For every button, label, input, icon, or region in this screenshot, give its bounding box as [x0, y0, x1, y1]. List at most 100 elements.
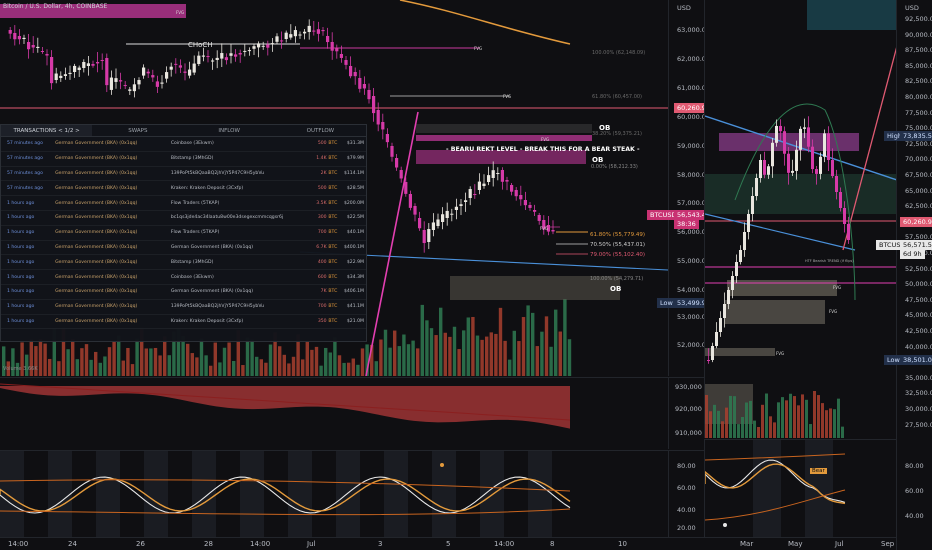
right-axis-tick: 80,000.00	[905, 93, 932, 101]
volume-bar	[144, 348, 148, 376]
tx-value: 400	[317, 259, 327, 265]
session-band	[528, 451, 552, 538]
candle-body	[349, 66, 353, 77]
candle-body	[146, 71, 150, 74]
candle-body	[819, 156, 822, 174]
volume-bar	[236, 330, 240, 376]
table-row[interactable]: 1 hours ago German Government (BKA) (0x1q…	[1, 285, 366, 300]
table-row[interactable]: 1 hours ago German Government (BKA) (0x1q…	[1, 211, 366, 226]
right-axis-title: USD	[905, 4, 919, 12]
session-band	[336, 451, 360, 538]
volume-bar	[140, 327, 144, 376]
candle-body	[132, 84, 136, 92]
tab-swaps[interactable]: SWAPS	[128, 127, 148, 134]
table-row[interactable]: 1 hours ago German Government (BKA) (0x1q…	[1, 255, 366, 271]
candle-body	[751, 196, 754, 214]
volume-bar	[158, 355, 162, 376]
right-axis-tick: 82,500.00	[905, 77, 932, 86]
tx-value: 6.7K	[316, 244, 327, 250]
signal-dot	[440, 463, 444, 467]
bear-zone	[416, 150, 586, 164]
tx-token: BTC	[328, 289, 338, 295]
candle-body	[96, 62, 100, 64]
tx-value: 300	[317, 215, 327, 221]
candle-body	[50, 57, 54, 84]
left-indicator-pane[interactable]	[0, 377, 668, 449]
fib-level-0: 100.00% (62,148.09)	[592, 50, 646, 56]
volume-bar	[172, 331, 176, 376]
volume-bar	[789, 393, 792, 438]
oscillator-band-line	[0, 479, 571, 492]
volume-bar	[535, 346, 539, 376]
candle-body	[418, 218, 422, 229]
volume-bar	[540, 331, 544, 376]
right-time-axis[interactable]: Mar May Jul Sep	[704, 537, 896, 550]
volume-bar	[512, 330, 516, 376]
right-axis-tick: 77,500.00	[905, 108, 932, 117]
tx-to: Bitstamp (3MhGD)	[170, 259, 214, 265]
table-row[interactable]: 57 minutes ago German Government (BKA) (0…	[1, 152, 366, 167]
volume-bar	[829, 408, 832, 438]
volume-bar	[11, 348, 15, 376]
volume-bar	[149, 348, 153, 376]
tx-to: Kraken: Kraken Deposit (3Cxfp)	[170, 185, 244, 191]
tx-usd: $31.3M	[346, 141, 364, 147]
fvg-label-2: FVG	[474, 46, 483, 51]
tx-to: 139PoPt5kBQaaBQ2jhVjY5P47C9H5ybVu	[170, 304, 265, 310]
candle-body	[771, 142, 774, 167]
tx-to: 139PoPt5kBQaaBQ2jhVjY5P47C9H5ybVu	[170, 170, 265, 176]
tx-time: 57 minutes ago	[7, 170, 43, 176]
candle-body	[362, 84, 366, 89]
table-row[interactable]: 1 hours ago German Government (BKA) (0x1q…	[1, 226, 366, 241]
tx-usd: $28.5M	[346, 185, 364, 191]
table-row[interactable]: 1 hours ago German Government (BKA) (0x1q…	[1, 241, 366, 256]
candle-body	[487, 175, 491, 182]
tx-from: German Government (BKA) (0x1qq)	[55, 185, 138, 191]
right-price-axis[interactable]: USD 92,500.00 90,000.00 87,500.00 85,000.00…	[896, 0, 932, 550]
table-row[interactable]: 1 hours ago German Government (BKA) (0x1q…	[1, 300, 366, 315]
table-row[interactable]: 1 hours ago German Government (BKA) (0x1q…	[1, 270, 366, 285]
tab-outflow[interactable]: OUTFLOW	[306, 127, 335, 134]
tx-value: 2K	[320, 170, 327, 176]
candle-body	[293, 30, 297, 37]
volume-bar	[825, 410, 828, 438]
right-osc-tick: 60.00	[905, 487, 924, 495]
table-row[interactable]: 57 minutes ago German Government (BKA) (0…	[1, 181, 366, 197]
candle-body	[803, 127, 806, 129]
right-oscillator-pane[interactable]: Bear	[704, 439, 896, 538]
tab-transactions[interactable]: TRANSACTIONS < 1/2 >	[1, 125, 93, 136]
volume-bar	[705, 394, 708, 438]
tx-usd: $400.1M	[343, 244, 364, 250]
candle-body	[22, 37, 26, 39]
fvg-label-5: FVG	[540, 226, 549, 231]
fib-level-2: 38.20% (59,375.21)	[592, 131, 643, 137]
tx-token: BTC	[328, 200, 338, 206]
candle-body	[779, 125, 782, 132]
volume-bar	[485, 336, 489, 376]
right-chart-panel[interactable]: FVG FVG FVG HTF Bearish TREND (if flips)	[704, 0, 897, 438]
tx-token: BTC	[328, 170, 338, 176]
candle-body	[252, 46, 256, 49]
candle-body	[707, 360, 710, 361]
table-row[interactable]: 1 hours ago German Government (BKA) (0x1q…	[1, 196, 366, 211]
candle-body	[763, 160, 766, 175]
fvg-zone	[727, 280, 837, 296]
right-axis-tick: 65,000.00	[905, 186, 932, 195]
left-oscillator-pane[interactable]	[0, 450, 668, 538]
table-row[interactable]: 57 minutes ago German Government (BKA) (0…	[1, 137, 366, 152]
right-axis-tick: 72,500.00	[905, 139, 932, 148]
volume-bar	[135, 338, 139, 376]
candle-body	[31, 45, 35, 48]
table-row[interactable]: 1 hours ago German Government (BKA) (0x1q…	[1, 315, 366, 330]
tab-inflow[interactable]: INFLOW	[218, 127, 240, 134]
volume-bar	[250, 339, 254, 376]
candle-body	[759, 160, 762, 178]
candle-body	[500, 170, 504, 182]
volume-bar	[365, 344, 369, 376]
table-row[interactable]: 57 minutes ago German Government (BKA) (0…	[1, 167, 366, 182]
right-high-price-tag: 73,835.57	[900, 131, 932, 141]
candle-body	[839, 192, 842, 208]
transactions-panel[interactable]: TRANSACTIONS < 1/2 > SWAPS INFLOW OUTFLO…	[0, 124, 367, 342]
left-time-axis[interactable]: 14:00 24 26 28 14:00 Jul 3 5 14:00 8 10	[0, 537, 704, 550]
left-price-axis[interactable]: USD 63,000.00 62,000.00 61,000.00 60,000…	[668, 0, 710, 376]
